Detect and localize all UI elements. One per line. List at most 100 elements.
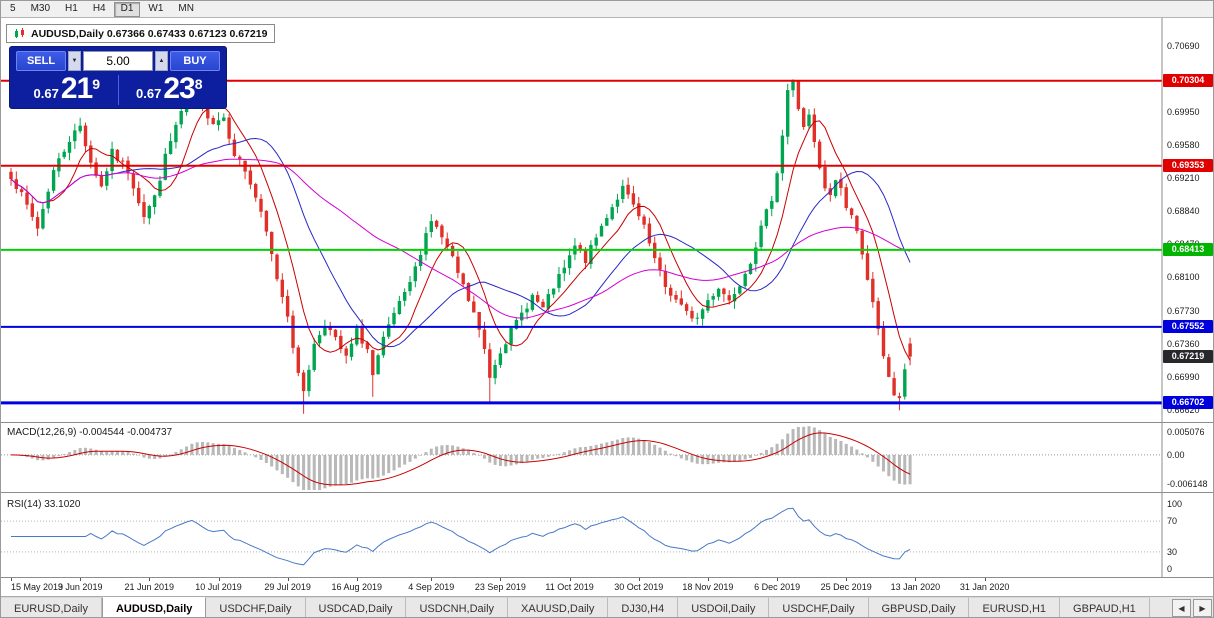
buy-price-big: 23 (163, 72, 195, 105)
candles (9, 65, 912, 414)
support-level-badge: 0.67552 (1163, 319, 1213, 333)
chart-tab-eurusd-h1[interactable]: EURUSD,H1 (969, 597, 1061, 617)
chart-title-text: AUDUSD,Daily 0.67366 0.67433 0.67123 0.6… (31, 27, 268, 40)
timeframe-button-m30[interactable]: M30 (24, 2, 57, 17)
rsi-indicator-label: RSI(14) 33.1020 (7, 499, 81, 510)
chart-tab-usdcnh-daily[interactable]: USDCNH,Daily (406, 597, 509, 617)
sell-price[interactable]: 0.67 21 9 (16, 74, 118, 105)
time-axis-label: 23 Sep 2019 (474, 582, 526, 592)
ma-45-line (10, 158, 911, 319)
rsi-line (11, 507, 911, 566)
chart-tab-xauusd-daily[interactable]: XAUUSD,Daily (508, 597, 609, 617)
price-axis-tick: 0.68100 (1167, 272, 1200, 283)
price-axis-tick: 0.69580 (1167, 140, 1200, 150)
time-axis-tick (218, 578, 220, 581)
chart-tab-dj30-h4[interactable]: DJ30,H4 (608, 597, 679, 617)
time-axis-tick (638, 578, 640, 581)
price-axis-tick: 0.68840 (1167, 206, 1200, 217)
chart-tab-eurusd-daily[interactable]: EURUSD,Daily (1, 597, 102, 617)
price-axis-tick: 0.69210 (1167, 173, 1200, 184)
time-axis-tick (356, 578, 358, 581)
macd-axis-tick: 0.00 (1167, 449, 1185, 460)
chart-tab-usdcad-daily[interactable]: USDCAD,Daily (305, 597, 407, 617)
price-axis-tick: 0.67360 (1167, 338, 1200, 349)
chart-tab-gbpusd-daily[interactable]: GBPUSD,Daily (868, 597, 970, 617)
lot-increase-button[interactable]: ▲ (155, 51, 168, 71)
ma-20-line (10, 137, 911, 348)
support-level-badge: 0.68413 (1163, 242, 1213, 256)
time-axis-label: 21 Jun 2019 (124, 582, 175, 592)
time-axis-tick (569, 578, 571, 581)
time-axis-label: 16 Aug 2019 (331, 582, 383, 592)
timeframe-button-w1[interactable]: W1 (141, 2, 170, 17)
price-divider (117, 74, 119, 105)
timeframe-button-d1[interactable]: D1 (113, 1, 141, 17)
time-axis-tick (287, 578, 289, 581)
tab-scroll-left-button[interactable]: ◀ (1172, 599, 1191, 617)
time-axis-label: 4 Sep 2019 (408, 582, 455, 592)
time-axis-tick (984, 578, 986, 581)
time-axis-label: 6 Dec 2019 (754, 582, 801, 592)
rsi-axis-tick: 30 (1167, 546, 1178, 557)
tab-scroll-right-button[interactable]: ▶ (1193, 599, 1212, 617)
sell-price-prefix: 0.67 (33, 86, 59, 101)
time-axis-label: 11 Oct 2019 (545, 582, 594, 592)
price-axis-tick: 0.70690 (1167, 40, 1200, 51)
chart-tab-audusd-daily[interactable]: AUDUSD,Daily (101, 597, 207, 617)
sell-price-big: 21 (60, 72, 93, 105)
timeframe-toolbar: 5 M30 H1 H4 D1 W1 MN (1, 1, 1213, 18)
price-axis-tick: 0.67730 (1167, 305, 1200, 316)
timeframe-button-h4[interactable]: H4 (86, 2, 113, 17)
sell-price-sup: 9 (92, 76, 100, 92)
rsi-axis-tick: 0 (1167, 564, 1173, 574)
buy-price-prefix: 0.67 (136, 86, 162, 101)
time-axis-tick (707, 578, 709, 581)
timeframe-button-h1[interactable]: H1 (58, 2, 85, 17)
lot-size-input[interactable] (83, 51, 153, 71)
chart-tab-usdchf-daily[interactable]: USDCHF,Daily (769, 597, 869, 617)
price-chart-canvas[interactable] (1, 18, 1214, 577)
time-axis-label: 30 Oct 2019 (614, 582, 664, 592)
trade-panel-prices: 0.67 21 9 0.67 23 8 (16, 74, 220, 105)
trade-panel-controls: SELL ▼ ▲ BUY (16, 51, 220, 71)
chevron-down-icon: ▼ (71, 58, 78, 64)
buy-price-sup: 8 (194, 76, 203, 92)
chart-tab-gbpaud-h1[interactable]: GBPAUD,H1 (1060, 597, 1150, 617)
time-axis-label: 29 Jul 2019 (264, 582, 311, 592)
time-axis-label: 13 Jan 2020 (890, 582, 941, 592)
macd-signal-line (10, 432, 911, 486)
chart-title-bar[interactable]: AUDUSD,Daily 0.67366 0.67433 0.67123 0.6… (6, 24, 276, 43)
time-axis-tick (846, 578, 848, 581)
time-axis[interactable]: 15 May 2019 3 Jun 2019 21 Jun 2019 10 Jul 2… (1, 577, 1213, 596)
time-axis-label: 18 Nov 2019 (682, 582, 734, 592)
timeframe-button-5[interactable]: 5 (3, 2, 23, 17)
sell-button[interactable]: SELL (16, 51, 66, 71)
resistance-level-badge: 0.69353 (1163, 158, 1213, 172)
ma-8-line (10, 105, 911, 361)
macd-histogram (14, 426, 912, 490)
price-axis[interactable]: 0.706900.703200.699500.695800.692100.688… (1162, 18, 1213, 577)
chart-tab-usdchf-daily[interactable]: USDCHF,Daily (206, 597, 306, 617)
time-axis-tick (777, 578, 779, 581)
macd-axis-tick: -0.006148 (1167, 479, 1208, 489)
chart-tab-usdoil-daily[interactable]: USDOil,Daily (678, 597, 770, 617)
price-axis-tick: 0.66990 (1167, 371, 1200, 382)
time-axis-tick (915, 578, 917, 581)
buy-button[interactable]: BUY (170, 51, 220, 71)
tab-scroll-buttons: ◀ ▶ (1169, 597, 1213, 617)
time-axis-label: 15 May 2019 (11, 582, 64, 592)
time-axis-tick (80, 578, 82, 581)
current-price-badge: 0.67219 (1163, 349, 1213, 363)
buy-price[interactable]: 0.67 23 8 (119, 74, 221, 105)
chevron-up-icon: ▲ (158, 58, 165, 64)
lot-decrease-button[interactable]: ▼ (68, 51, 81, 71)
price-axis-tick: 0.69950 (1167, 106, 1200, 117)
resistance-level-badge: 0.70304 (1163, 73, 1213, 87)
macd-indicator-label: MACD(12,26,9) -0.004544 -0.004737 (7, 427, 173, 438)
time-axis-tick (149, 578, 151, 581)
time-axis-label: 3 Jun 2019 (57, 582, 103, 592)
price-axis-tick: 0.66620 (1167, 404, 1200, 415)
timeframe-button-mn[interactable]: MN (171, 2, 201, 17)
one-click-trading-panel: SELL ▼ ▲ BUY 0.67 21 9 0.67 23 8 (9, 46, 227, 109)
macd-axis-tick: 0.005076 (1167, 427, 1205, 437)
